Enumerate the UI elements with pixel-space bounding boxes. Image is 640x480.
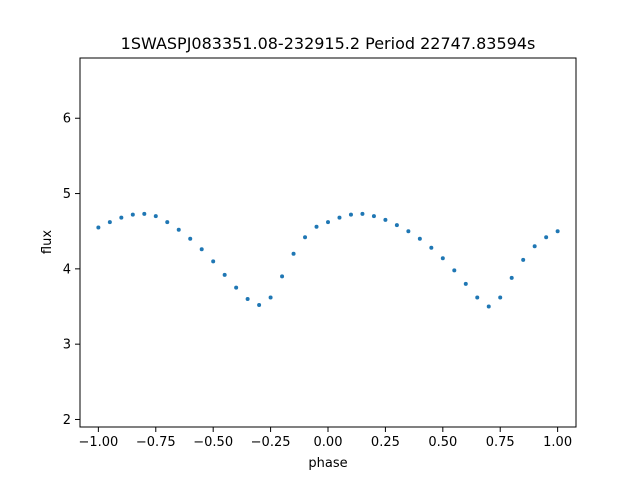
data-point: [498, 295, 503, 300]
x-tick-label: −0.75: [136, 435, 176, 450]
x-tick-label: 1.00: [543, 435, 572, 450]
data-point: [211, 259, 216, 264]
data-point: [486, 304, 491, 309]
chart-title: 1SWASPJ083351.08-232915.2 Period 22747.8…: [121, 34, 536, 53]
data-point: [176, 227, 181, 232]
plot-area-frame: [79, 57, 577, 428]
x-axis: −1.00 −0.75 −0.50 −0.25 0.00 0.25 0.50 0.75 1.00: [78, 427, 572, 450]
x-axis-label: phase: [308, 456, 347, 471]
data-point: [165, 220, 170, 225]
data-point: [417, 236, 422, 241]
data-point: [348, 212, 353, 217]
y-tick-label: 3: [63, 338, 71, 353]
y-axis: 2 3 4 5 6: [63, 112, 80, 428]
data-point: [234, 285, 239, 290]
data-point: [119, 215, 124, 220]
y-tick-label: 5: [63, 187, 71, 202]
data-point: [475, 295, 480, 300]
data-point: [337, 215, 342, 220]
data-point: [291, 251, 296, 256]
data-point: [452, 268, 457, 273]
x-tick-label: −0.25: [251, 435, 291, 450]
x-tick-label: 0.75: [486, 435, 515, 450]
data-point: [130, 212, 135, 217]
data-point: [142, 211, 147, 216]
data-point: [532, 244, 537, 249]
y-axis-label: flux: [40, 230, 55, 254]
data-points: [96, 211, 560, 309]
data-point: [326, 220, 330, 225]
x-tick-label: −1.00: [78, 435, 118, 450]
data-point: [188, 236, 193, 241]
data-point: [303, 235, 308, 240]
data-point: [383, 217, 388, 222]
data-point: [371, 214, 376, 219]
data-point: [107, 220, 112, 225]
data-point: [257, 303, 262, 307]
data-point: [268, 295, 273, 300]
x-tick-label: 0.25: [371, 435, 400, 450]
data-point: [96, 225, 101, 230]
data-point: [544, 235, 549, 240]
data-point: [440, 256, 445, 261]
data-point: [394, 223, 399, 228]
data-point: [521, 257, 526, 262]
data-point: [509, 275, 514, 280]
x-tick-label: 0.50: [428, 435, 457, 450]
data-point: [314, 224, 319, 229]
data-point: [245, 296, 250, 301]
y-tick-label: 6: [63, 112, 71, 127]
data-point: [153, 214, 158, 219]
y-tick-label: 4: [63, 262, 71, 277]
data-point: [463, 281, 468, 286]
x-tick-label: 0.00: [314, 435, 343, 450]
data-point: [280, 274, 285, 279]
data-point: [555, 229, 560, 234]
data-point: [222, 272, 227, 277]
data-point: [429, 245, 434, 250]
data-point: [360, 211, 365, 216]
data-point: [199, 247, 204, 252]
x-tick-label: −0.50: [193, 435, 233, 450]
data-point: [406, 229, 411, 234]
y-tick-label: 2: [63, 413, 71, 428]
